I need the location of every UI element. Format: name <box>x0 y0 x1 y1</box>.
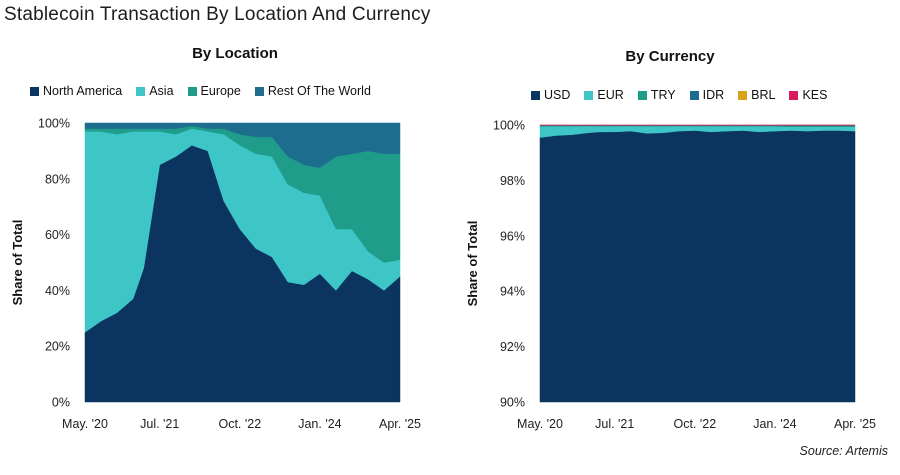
legend-label: KES <box>802 88 828 102</box>
x-tick-label: Jul. '21 <box>595 417 634 431</box>
x-tick-label: Jan. '24 <box>753 417 796 431</box>
y-tick-label: 100% <box>493 119 525 133</box>
y-tick-label: 20% <box>45 340 70 354</box>
area-rest-of-the-world <box>84 122 401 168</box>
legend-swatch <box>531 90 540 100</box>
x-tick-label: May. '20 <box>517 417 563 431</box>
y-axis-label: Share of Total <box>465 221 480 307</box>
legend-label: North America <box>43 84 123 98</box>
legend-swatch <box>637 90 647 100</box>
chart-currency: 90% 92% 94% 96% 98% 100% May. '20 Jul. '21 Oct. … <box>465 119 876 432</box>
legend-item-eur: EUR <box>584 88 624 102</box>
legend-item-rest-of-the-world: Rest Of The World <box>254 84 371 98</box>
legend-swatch <box>187 86 197 96</box>
legend-swatch <box>738 90 748 100</box>
legend-label: Asia <box>149 84 174 98</box>
x-tick-label: May. '20 <box>62 417 108 431</box>
y-tick-label: 98% <box>500 174 525 188</box>
legend-item-asia: Asia <box>136 84 174 98</box>
source-note: Source: Artemis <box>799 444 888 458</box>
page-title: Stablecoin Transaction By Location And C… <box>4 4 431 25</box>
legend-currency: USD EUR TRY IDR BRL KES <box>531 88 841 102</box>
y-tick-label: 60% <box>45 228 70 242</box>
y-tick-label: 90% <box>500 396 525 410</box>
legend-swatch <box>30 86 39 96</box>
chart-title-location: By Location <box>192 45 278 62</box>
x-tick-label: Jul. '21 <box>140 417 179 431</box>
y-tick-label: 96% <box>500 229 525 243</box>
legend-label: USD <box>544 88 571 102</box>
x-tick-label: Oct. '22 <box>673 417 716 431</box>
y-tick-label: 92% <box>500 340 525 354</box>
legend-label: EUR <box>597 88 624 102</box>
y-tick-label: 100% <box>38 117 70 131</box>
legend-label: BRL <box>751 88 776 102</box>
legend-swatch <box>584 90 594 100</box>
legend-item-north-america: North America <box>30 84 122 98</box>
legend-swatch <box>689 90 699 100</box>
y-tick-label: 94% <box>500 285 525 299</box>
x-tick-label: Oct. '22 <box>218 417 261 431</box>
legend-item-usd: USD <box>531 88 570 102</box>
legend-swatch <box>254 86 264 96</box>
x-tick-label: Jan. '24 <box>298 417 341 431</box>
x-tick-label: Apr. '25 <box>379 417 421 431</box>
legend-label: IDR <box>702 88 725 102</box>
y-tick-label: 80% <box>45 172 70 186</box>
legend-item-kes: KES <box>789 88 827 102</box>
legend-location: North America Asia Europe Rest Of The World <box>30 84 385 98</box>
legend-item-europe: Europe <box>187 84 241 98</box>
x-tick-label: Apr. '25 <box>834 417 876 431</box>
chart-location: 0% 20% 40% 60% 80% 100% May. '20 Jul. '21 Oct. '… <box>10 117 421 432</box>
legend-item-try: TRY <box>637 88 676 102</box>
legend-label: Rest Of The World <box>267 84 371 98</box>
legend-label: TRY <box>650 88 676 102</box>
legend-label: Europe <box>200 84 241 98</box>
legend-item-idr: IDR <box>689 88 725 102</box>
y-tick-label: 40% <box>45 284 70 298</box>
chart-title-currency: By Currency <box>625 48 715 65</box>
y-tick-label: 0% <box>52 396 70 410</box>
legend-item-brl: BRL <box>738 88 775 102</box>
legend-swatch <box>789 90 799 100</box>
legend-swatch <box>136 86 146 96</box>
y-axis-label: Share of Total <box>10 220 25 306</box>
area-usd <box>539 130 856 403</box>
